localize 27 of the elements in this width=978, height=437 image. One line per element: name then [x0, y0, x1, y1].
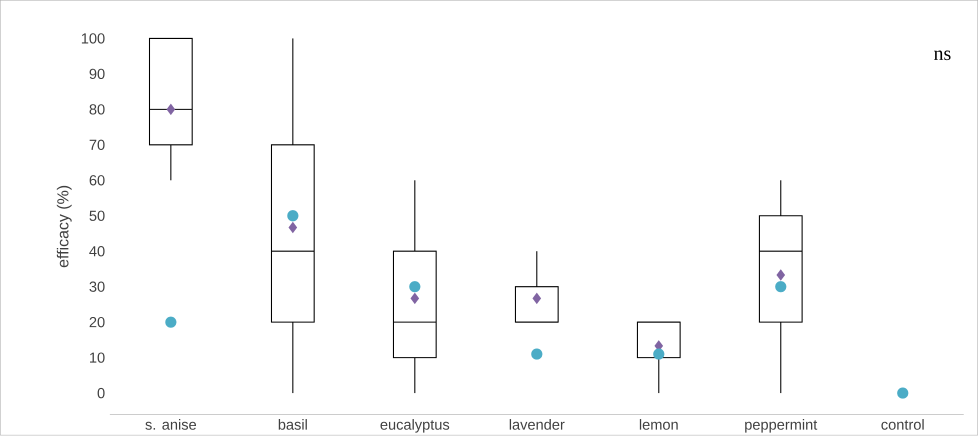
point — [409, 281, 420, 292]
x-tick-label: eucalyptus — [380, 419, 450, 433]
y-tick-label: 70 — [90, 140, 105, 150]
y-tick-label: 0 — [98, 388, 105, 398]
y-tick-label: 20 — [90, 316, 105, 328]
y-tick-label: 30 — [89, 281, 105, 292]
x-tick-label: basil — [278, 419, 307, 430]
y-tick-label: 80 — [90, 104, 105, 114]
x-tick-label: peppermint — [745, 419, 818, 433]
y-tick-label: 100 — [82, 33, 105, 44]
point — [287, 210, 298, 222]
y-axis-title: efficacy (%) — [56, 186, 72, 268]
x-tick-label: lavender — [510, 419, 565, 430]
x-tick-label: s. anise — [145, 419, 196, 430]
y-tick-label: 40 — [89, 246, 105, 256]
x-tick-label: lemon — [640, 419, 678, 430]
annotation: ns — [934, 50, 951, 60]
point — [531, 348, 542, 360]
y-tick-label: 90 — [90, 68, 105, 80]
y-tick-label: 50 — [89, 210, 105, 221]
point — [897, 387, 908, 399]
x-tick-label: control — [881, 419, 924, 430]
point — [165, 316, 176, 328]
point — [775, 281, 786, 292]
y-tick-label: 60 — [90, 175, 105, 186]
y-tick-label: 10 — [90, 352, 105, 363]
point — [653, 348, 664, 360]
